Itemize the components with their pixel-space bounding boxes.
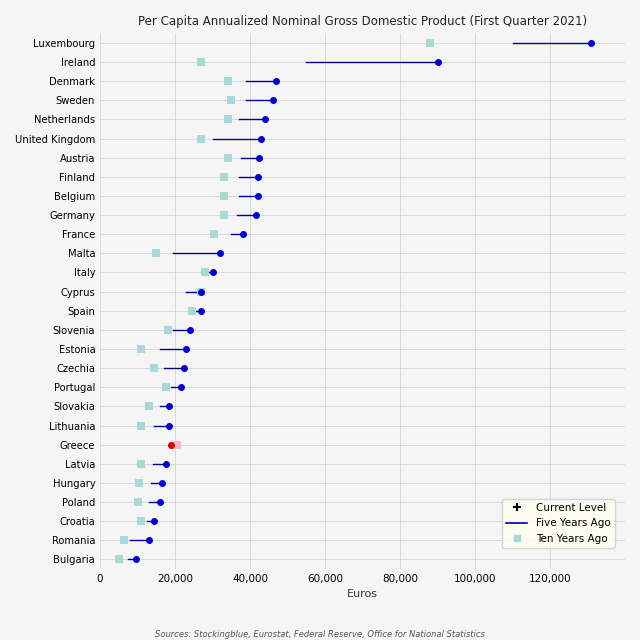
X-axis label: Euros: Euros xyxy=(347,589,378,600)
Title: Per Capita Annualized Nominal Gross Domestic Product (First Quarter 2021): Per Capita Annualized Nominal Gross Dome… xyxy=(138,15,587,28)
Text: Sources: Stockingblue, Eurostat, Federal Reserve, Office for National Statistics: Sources: Stockingblue, Eurostat, Federal… xyxy=(155,630,485,639)
Legend: Current Level, Five Years Ago, Ten Years Ago: Current Level, Five Years Ago, Ten Years… xyxy=(502,499,614,548)
